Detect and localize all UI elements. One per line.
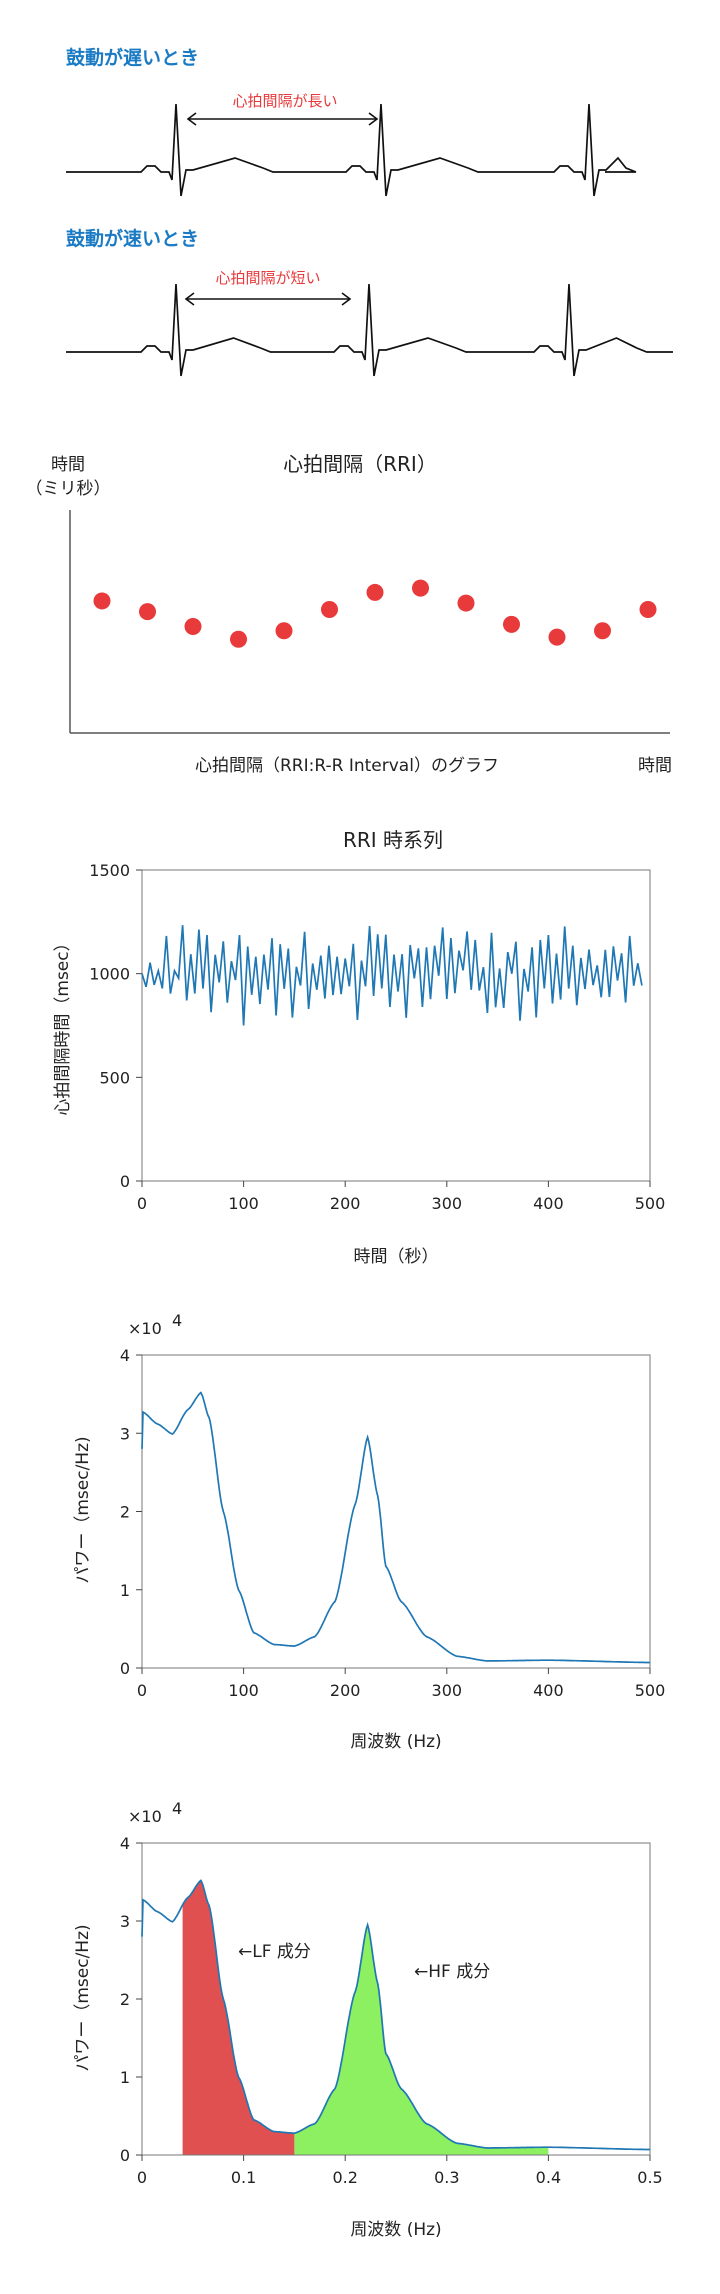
rri-scatter-chart: 心拍間隔（RRI） 時間 （ミリ秒） 心拍間隔（RRI:R-R Interval… [26, 452, 673, 776]
slow-heartbeat-title: 鼓動が遅いとき [66, 46, 199, 69]
hf-annotation: ←HF 成分 [414, 1962, 490, 1982]
rri-ts-ytick-label: 500 [99, 1068, 130, 1087]
lfhf-ytick-label: 1 [120, 2068, 130, 2087]
rri-timeseries-line [141, 925, 643, 1026]
spectrum-xtick-label: 300 [432, 1681, 463, 1700]
lf-hf-chart: ×10 4 0 0.1 0.2 0.3 0.4 0.5 0 1 2 3 4 ←LF 成分 ←HF 成… [73, 1799, 663, 2240]
spectrum-xtick-label: 0 [137, 1681, 147, 1700]
lf-hf-xlabel: 周波数 (Hz) [350, 2220, 441, 2240]
rri-ts-xtick-label: 200 [330, 1194, 361, 1213]
rri-ts-xtick-label: 100 [228, 1194, 259, 1213]
rri-ts-ytick-label: 0 [120, 1172, 130, 1191]
lfhf-ytick-label: 0 [120, 2146, 130, 2165]
spectrum-ytick-label: 1 [120, 1581, 130, 1600]
rri-point [275, 622, 293, 640]
rri-scatter-xlabel-right: 時間 [638, 756, 672, 776]
rri-ts-ytick-label: 1500 [89, 861, 130, 880]
lf-hf-scale: ×10 [128, 1807, 162, 1826]
spectrum-ytick-label: 4 [120, 1346, 130, 1365]
spectrum-xtick-label: 400 [533, 1681, 564, 1700]
rri-timeseries-ylabel: 心拍間隔時間（msec） [53, 934, 73, 1115]
rri-point [457, 594, 475, 612]
spectrum-ytick-label: 3 [120, 1424, 130, 1443]
long-interval-label: 心拍間隔が長い [232, 92, 337, 110]
power-spectrum-line [141, 1391, 650, 1664]
fast-heartbeat-title: 鼓動が速いとき [66, 227, 199, 250]
lf-hf-ticks: 0 0.1 0.2 0.3 0.4 0.5 0 1 2 3 4 [120, 1834, 663, 2187]
short-interval-label: 心拍間隔が短い [215, 269, 320, 287]
ecg-trace-fast [66, 283, 673, 377]
power-spectrum-chart: ×10 4 0 100 200 300 400 500 0 1 2 3 4 周波数 (Hz) パワー… [73, 1311, 665, 1752]
lfhf-xtick-label: 0.3 [434, 2168, 459, 2187]
rri-ts-xtick-label: 400 [533, 1194, 564, 1213]
power-spectrum-frame [141, 1354, 651, 1669]
rri-scatter-points [93, 579, 657, 648]
power-spectrum-ticks: 0 100 200 300 400 500 0 1 2 3 4 [120, 1346, 665, 1700]
rri-point [184, 618, 202, 635]
rri-timeseries-ticks: 0 100 200 300 400 500 0 500 1000 1500 [89, 861, 665, 1213]
rri-ts-ytick-label: 1000 [89, 965, 130, 984]
power-spectrum-scale-exp: 4 [172, 1311, 182, 1330]
rri-point [139, 603, 156, 621]
lfhf-xtick-label: 0.1 [231, 2168, 256, 2187]
lf-band-area [182, 1880, 295, 2155]
lf-annotation: ←LF 成分 [238, 1942, 311, 1962]
power-spectrum-xlabel: 周波数 (Hz) [350, 1732, 441, 1752]
ecg-illustration: 鼓動が遅いとき 心拍間隔が長い 鼓動が速いとき 心拍間隔が短い [66, 46, 673, 377]
lfhf-xtick-label: 0 [137, 2168, 147, 2187]
spectrum-ytick-label: 0 [120, 1659, 130, 1678]
lfhf-xtick-label: 0.2 [332, 2168, 357, 2187]
rri-timeseries-chart: RRI 時系列 0 100 200 300 400 500 0 500 1000 1500 時間（… [53, 828, 665, 1267]
rri-point [412, 579, 429, 597]
spectrum-xtick-label: 200 [330, 1681, 361, 1700]
spectrum-ytick-label: 2 [120, 1503, 130, 1522]
rri-timeseries-title: RRI 時系列 [343, 828, 443, 852]
power-spectrum-ylabel: パワー（msec/Hz) [73, 1436, 93, 1583]
spectrum-xtick-label: 100 [228, 1681, 259, 1700]
lf-hf-spectrum-line [141, 1879, 650, 2151]
lfhf-xtick-label: 0.4 [536, 2168, 561, 2187]
lfhf-ytick-label: 2 [120, 1990, 130, 2009]
lf-hf-scale-exp: 4 [172, 1799, 182, 1818]
rri-point [230, 630, 247, 648]
lfhf-ytick-label: 3 [120, 1912, 130, 1931]
rri-scatter-ylabel-line1: 時間 [51, 455, 85, 475]
rri-timeseries-xlabel: 時間（秒） [354, 1247, 439, 1267]
rri-point [366, 583, 384, 601]
rri-scatter-xlabel: 心拍間隔（RRI:R-R Interval）のグラフ [195, 756, 499, 776]
ecg-trace-slow [66, 103, 637, 197]
hf-band-area [294, 1924, 549, 2155]
spectrum-xtick-label: 500 [635, 1681, 666, 1700]
rri-scatter-title: 心拍間隔（RRI） [283, 452, 437, 476]
short-interval-arrow [184, 292, 352, 306]
rri-point [93, 592, 111, 610]
power-spectrum-scale: ×10 [128, 1319, 162, 1338]
lf-hf-ylabel: パワー（msec/Hz) [73, 1924, 93, 2071]
rri-point [594, 622, 611, 640]
rri-scatter-ylabel-line2: （ミリ秒） [26, 479, 111, 499]
lfhf-ytick-label: 4 [120, 1834, 130, 1853]
long-interval-arrow [186, 112, 379, 126]
rri-timeseries-frame [141, 869, 651, 1182]
rri-point [503, 615, 520, 633]
rri-ts-xtick-label: 0 [137, 1194, 147, 1213]
lfhf-xtick-label: 0.5 [637, 2168, 662, 2187]
rri-ts-xtick-label: 500 [635, 1194, 666, 1213]
rri-ts-xtick-label: 300 [432, 1194, 463, 1213]
rri-point [321, 600, 338, 618]
rri-point [639, 600, 657, 618]
rri-point [548, 628, 566, 646]
